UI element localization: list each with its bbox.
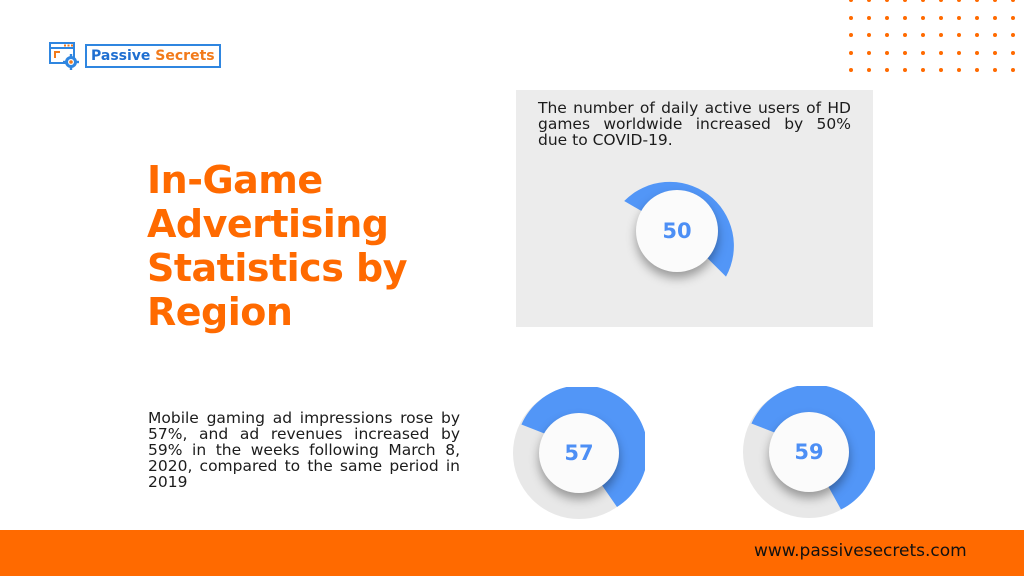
decorative-dot bbox=[903, 68, 907, 72]
decorative-dot bbox=[957, 50, 961, 55]
decorative-dot bbox=[1011, 50, 1015, 55]
brand-name-part1: Passive bbox=[91, 48, 151, 64]
decorative-dot bbox=[975, 33, 979, 37]
decorative-dot bbox=[885, 15, 889, 20]
stat-description: Mobile gaming ad impressions rose by 57%… bbox=[148, 409, 460, 491]
decorative-dot bbox=[975, 50, 979, 55]
decorative-dot bbox=[867, 50, 871, 55]
decorative-dot bbox=[921, 15, 925, 20]
decorative-dot bbox=[885, 68, 889, 72]
page-title: In-Game Advertising Statistics by Region bbox=[147, 158, 408, 334]
gauge-impressions: 57 bbox=[513, 387, 645, 519]
gauge-dau: 50 bbox=[615, 169, 743, 297]
decorative-dot bbox=[921, 0, 925, 2]
decorative-dot bbox=[885, 33, 889, 37]
decorative-dot bbox=[1011, 0, 1015, 2]
gauge-revenues: 59 bbox=[743, 386, 875, 518]
decorative-dot bbox=[993, 33, 997, 37]
decorative-dot bbox=[939, 0, 943, 2]
decorative-dot bbox=[849, 50, 853, 55]
decorative-dot bbox=[993, 0, 997, 2]
decorative-dot bbox=[885, 50, 889, 55]
gauge-ring bbox=[743, 386, 875, 518]
brand-name-box: Passive Secrets bbox=[85, 44, 221, 68]
decorative-dot bbox=[849, 15, 853, 20]
brand-logo[interactable]: Passive Secrets bbox=[49, 42, 221, 70]
decorative-dot bbox=[1011, 15, 1015, 20]
panel-stat-text: The number of daily active users of HD g… bbox=[538, 99, 851, 149]
decorative-dot bbox=[903, 33, 907, 37]
decorative-dot bbox=[849, 68, 853, 72]
decorative-dot bbox=[975, 68, 979, 72]
decorative-dot bbox=[993, 68, 997, 72]
decorative-dot bbox=[1011, 33, 1015, 37]
decorative-dot bbox=[903, 15, 907, 20]
decorative-dot bbox=[957, 0, 961, 2]
decorative-dot bbox=[867, 68, 871, 72]
gauge-ring bbox=[513, 387, 645, 519]
decorative-dot bbox=[1011, 68, 1015, 72]
decorative-dot bbox=[993, 15, 997, 20]
decorative-dot bbox=[903, 50, 907, 55]
decorative-dot bbox=[957, 15, 961, 20]
decorative-dot bbox=[867, 15, 871, 20]
decorative-dot bbox=[903, 0, 907, 2]
decorative-dot bbox=[921, 33, 925, 37]
decorative-dot bbox=[885, 0, 889, 2]
decorative-dot bbox=[939, 15, 943, 20]
decorative-dot bbox=[957, 33, 961, 37]
decorative-dot bbox=[921, 68, 925, 72]
decorative-dot bbox=[939, 50, 943, 55]
decorative-dot bbox=[993, 50, 997, 55]
gauge-value: 50 bbox=[636, 190, 718, 272]
decorative-dot bbox=[921, 50, 925, 55]
decorative-dot bbox=[867, 0, 871, 2]
decorative-dot bbox=[975, 0, 979, 2]
gauge-value: 59 bbox=[769, 412, 849, 492]
decorative-dot bbox=[939, 33, 943, 37]
decorative-dot-grid bbox=[846, 0, 1024, 80]
decorative-dot bbox=[849, 33, 853, 37]
decorative-dot bbox=[939, 68, 943, 72]
gauge-value: 57 bbox=[539, 413, 619, 493]
decorative-dot bbox=[849, 0, 853, 2]
decorative-dot bbox=[867, 33, 871, 37]
footer-website-link[interactable]: www.passivesecrets.com bbox=[754, 541, 967, 561]
brand-name-part2: Secrets bbox=[155, 48, 215, 64]
footer-bar bbox=[0, 530, 1024, 576]
browser-gear-icon bbox=[49, 42, 83, 70]
decorative-dot bbox=[975, 15, 979, 20]
decorative-dot bbox=[957, 68, 961, 72]
